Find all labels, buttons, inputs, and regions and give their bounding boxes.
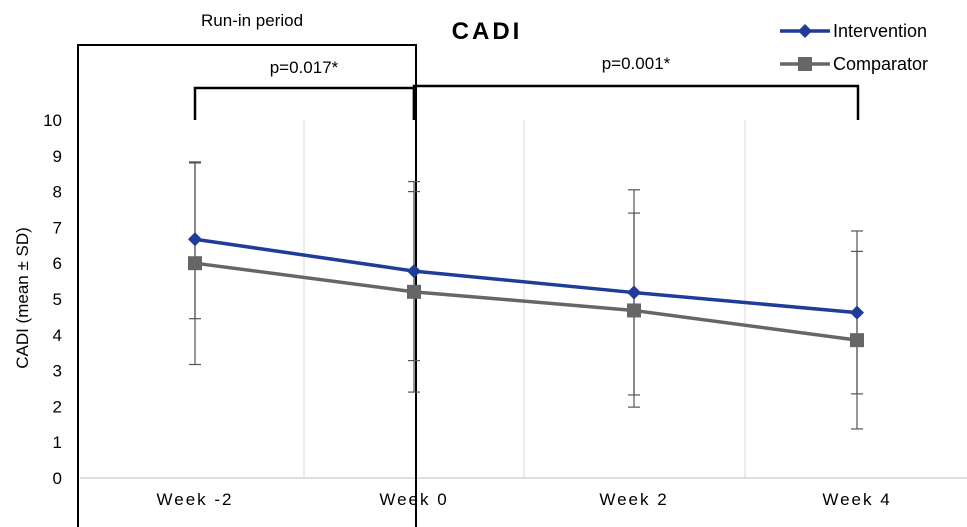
y-tick-label-10: 10 [43, 111, 62, 130]
run-in-period-label: Run-in period [201, 11, 303, 30]
point-intervention-3 [627, 285, 641, 300]
point-comparator-2 [407, 284, 421, 299]
legend: Intervention Comparator [780, 21, 928, 74]
x-tick-labels: Week -2 Week 0 Week 2 Week 4 [157, 490, 891, 509]
y-tick-label-3: 3 [53, 362, 62, 381]
point-intervention-1 [188, 232, 202, 247]
grid-lines [303, 120, 746, 478]
x-tick-label-3: Week 2 [599, 490, 668, 509]
y-tick-label-1: 1 [53, 433, 62, 452]
y-tick-label-0: 0 [53, 469, 62, 488]
legend-item-intervention: Intervention [780, 21, 927, 41]
p-value-bracket-1 [193, 86, 416, 120]
legend-marker-intervention [798, 24, 812, 38]
legend-label-intervention: Intervention [833, 21, 927, 41]
y-tick-label-9: 9 [53, 147, 62, 166]
x-tick-label-1: Week -2 [157, 490, 234, 509]
point-intervention-4 [850, 305, 864, 320]
point-intervention-2 [407, 264, 421, 279]
chart-title: CADI [452, 18, 523, 45]
x-tick-label-4: Week 4 [822, 490, 891, 509]
point-comparator-4 [850, 333, 864, 348]
axes [77, 44, 967, 527]
y-tick-label-7: 7 [53, 218, 62, 237]
series-line-comparator [194, 261, 858, 342]
p-value-label-2: p=0.001* [602, 54, 671, 73]
y-tick-label-2: 2 [53, 397, 62, 416]
y-axis-label: CADI (mean ± SD) [13, 227, 32, 369]
p-value-bracket-2 [412, 84, 860, 120]
point-comparator-3 [627, 303, 641, 318]
p-value-label-1: p=0.017* [270, 58, 339, 77]
x-tick-label-2: Week 0 [379, 490, 448, 509]
series-line-intervention [194, 237, 858, 315]
y-tick-label-4: 4 [53, 326, 62, 345]
y-tick-label-5: 5 [53, 290, 62, 309]
legend-marker-comparator [798, 57, 812, 71]
series-lines [188, 232, 864, 348]
y-tick-label-8: 8 [53, 183, 62, 202]
legend-item-comparator: Comparator [780, 54, 928, 74]
legend-label-comparator: Comparator [833, 54, 928, 74]
error-bars [189, 161, 863, 430]
point-comparator-1 [188, 256, 202, 271]
y-tick-labels: 0 1 2 3 4 5 6 7 8 9 10 [43, 111, 62, 488]
y-tick-label-6: 6 [53, 254, 62, 273]
